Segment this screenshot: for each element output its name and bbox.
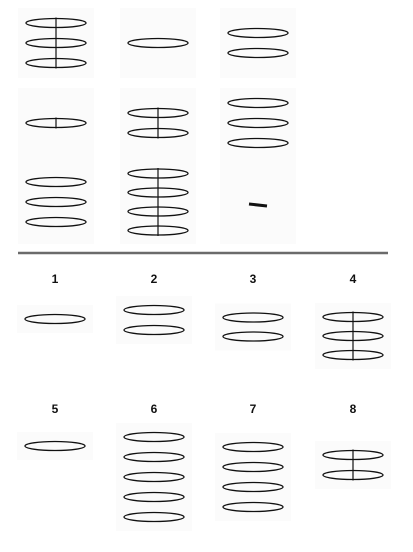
grid-cell-r2c1[interactable] [25,117,87,129]
grid-cell-r1c2[interactable] [127,37,189,49]
answer-option-6[interactable] [123,431,185,523]
option-bg [17,432,93,460]
answer-option-5[interactable] [24,440,86,452]
grid-cell-bg [220,8,296,78]
disc [123,324,185,336]
disc [222,501,284,513]
disc [123,304,185,316]
disc [123,491,185,503]
disc [123,431,185,443]
answer-option-4[interactable] [322,311,384,361]
answer-option-3[interactable] [222,312,284,342]
disc [25,216,87,228]
disc [227,47,289,59]
disc [24,313,86,325]
grid-cell-bg [18,160,94,244]
disc [227,117,289,129]
disc [222,461,284,473]
option-label: 4 [350,272,357,286]
option-label: 3 [250,272,257,286]
disc [227,137,289,149]
disc [24,440,86,452]
missing-cell-mark [248,202,268,208]
option-bg [17,305,93,333]
option-bg [215,433,291,521]
grid-cell-r2c3[interactable] [227,97,289,149]
puzzle-grid [18,8,296,244]
disc [227,27,289,39]
answer-option-7[interactable] [222,441,284,513]
disc [227,97,289,109]
option-label: 7 [250,402,257,416]
disc [222,481,284,493]
disc [25,176,87,188]
option-label: 1 [52,272,59,286]
grid-cell-r3c2[interactable] [127,168,189,236]
option-label: 2 [151,272,158,286]
option-label: 6 [151,402,158,416]
grid-cell-bg [220,160,296,244]
disc [222,312,284,323]
disc [25,196,87,208]
grid-cell-r1c3[interactable] [227,27,289,59]
grid-cell-r1c1[interactable] [25,17,87,69]
disc [123,471,185,483]
option-bg [215,303,291,351]
grid-cell-r3c1[interactable] [25,176,87,228]
option-label: 5 [52,402,59,416]
grid-cell-bg [120,8,196,78]
disc [127,37,189,49]
answer-option-1[interactable] [24,313,86,325]
answer-option-2[interactable] [123,304,185,336]
disc [123,451,185,463]
option-label: 8 [350,402,357,416]
disc [222,331,284,342]
answer-option-8[interactable] [322,449,384,481]
grid-cell-r2c2[interactable] [127,107,189,139]
disc [222,441,284,453]
option-bg [116,296,192,344]
answer-options: 1 2 3 4 5 6 7 8 [17,272,391,531]
disc [123,511,185,523]
